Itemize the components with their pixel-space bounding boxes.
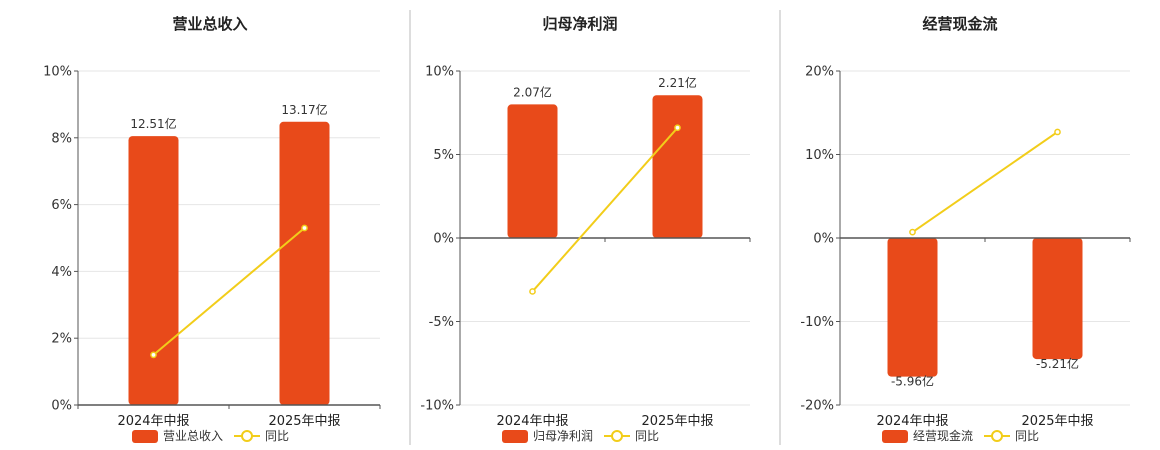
- bar-data-label: 12.51亿: [130, 116, 176, 131]
- legend-bar-swatch: [502, 430, 528, 443]
- legend-bar-label: 营业总收入: [163, 429, 223, 443]
- bar-data-label: -5.21亿: [1036, 356, 1079, 371]
- y-tick-label: -20%: [800, 399, 834, 414]
- legend-line-label: 同比: [265, 429, 289, 443]
- legend-line-marker: [241, 430, 253, 442]
- yoy-point: [301, 224, 308, 232]
- bar-data-label: -5.96亿: [891, 374, 934, 389]
- yoy-point: [909, 228, 916, 236]
- yoy-line: [152, 227, 306, 356]
- x-category-label: 2025年中报: [268, 414, 340, 429]
- y-tick-label: -5%: [429, 315, 454, 330]
- y-tick-label: 10%: [425, 65, 454, 80]
- chart-panel-2: 归母净利润 -10% -5% 0% 5% 10% 2.07亿 2.21亿 2024年中报 2025…: [420, 15, 751, 443]
- y-tick-label: 0%: [51, 399, 72, 414]
- y-tick-label: 10%: [805, 148, 834, 163]
- bar: [1032, 238, 1083, 360]
- y-tick-label: -10%: [800, 315, 834, 330]
- y-tick-label: 0%: [433, 232, 454, 247]
- bar-data-label: 13.17亿: [281, 102, 327, 117]
- chart-title: 经营现金流: [922, 15, 997, 33]
- y-tick-label: -10%: [420, 399, 454, 414]
- legend-bar-swatch: [882, 430, 908, 443]
- bar-data-label: 2.21亿: [658, 75, 697, 90]
- legend-line-marker: [611, 430, 623, 442]
- bar-data-label: 2.07亿: [513, 84, 552, 99]
- y-tick-label: 20%: [805, 65, 834, 80]
- bar: [128, 136, 179, 405]
- legend-line-marker: [991, 430, 1003, 442]
- chart-title: 归母净利润: [542, 15, 617, 33]
- y-tick-label: 8%: [51, 131, 72, 146]
- legend-bar-swatch: [132, 430, 158, 443]
- x-category-label: 2024年中报: [117, 414, 189, 429]
- legend-bar-label: 归母净利润: [533, 429, 593, 443]
- yoy-point: [1054, 128, 1061, 136]
- x-category-label: 2024年中报: [496, 414, 568, 429]
- chart-panel-1: 营业总收入 0% 2% 4% 6% 8% 10% 12.51亿 13.17亿 2024年中报 202…: [43, 15, 381, 443]
- y-tick-label: 5%: [433, 148, 454, 163]
- x-category-label: 2025年中报: [641, 414, 713, 429]
- legend-line-label: 同比: [635, 429, 659, 443]
- legend-bar-label: 经营现金流: [913, 428, 973, 443]
- bar: [887, 238, 938, 377]
- bar: [652, 95, 703, 238]
- yoy-line: [911, 131, 1059, 233]
- yoy-line: [531, 127, 679, 293]
- x-category-label: 2025年中报: [1021, 414, 1093, 429]
- legend-line-label: 同比: [1015, 429, 1039, 443]
- y-tick-label: 0%: [813, 232, 834, 247]
- yoy-point: [674, 124, 681, 132]
- y-tick-label: 10%: [43, 65, 72, 80]
- bar: [279, 121, 330, 405]
- chart-panel-3: 经营现金流 -20% -10% 0% 10% 20% -5.96亿 -5.21亿 2024年中报…: [800, 15, 1131, 443]
- chart-title: 营业总收入: [172, 15, 247, 33]
- x-category-label: 2024年中报: [876, 414, 948, 429]
- yoy-point: [150, 351, 157, 359]
- y-tick-label: 6%: [51, 198, 72, 213]
- bar: [507, 104, 558, 239]
- y-tick-label: 4%: [51, 265, 72, 280]
- y-tick-label: 2%: [51, 332, 72, 347]
- yoy-point: [529, 288, 536, 295]
